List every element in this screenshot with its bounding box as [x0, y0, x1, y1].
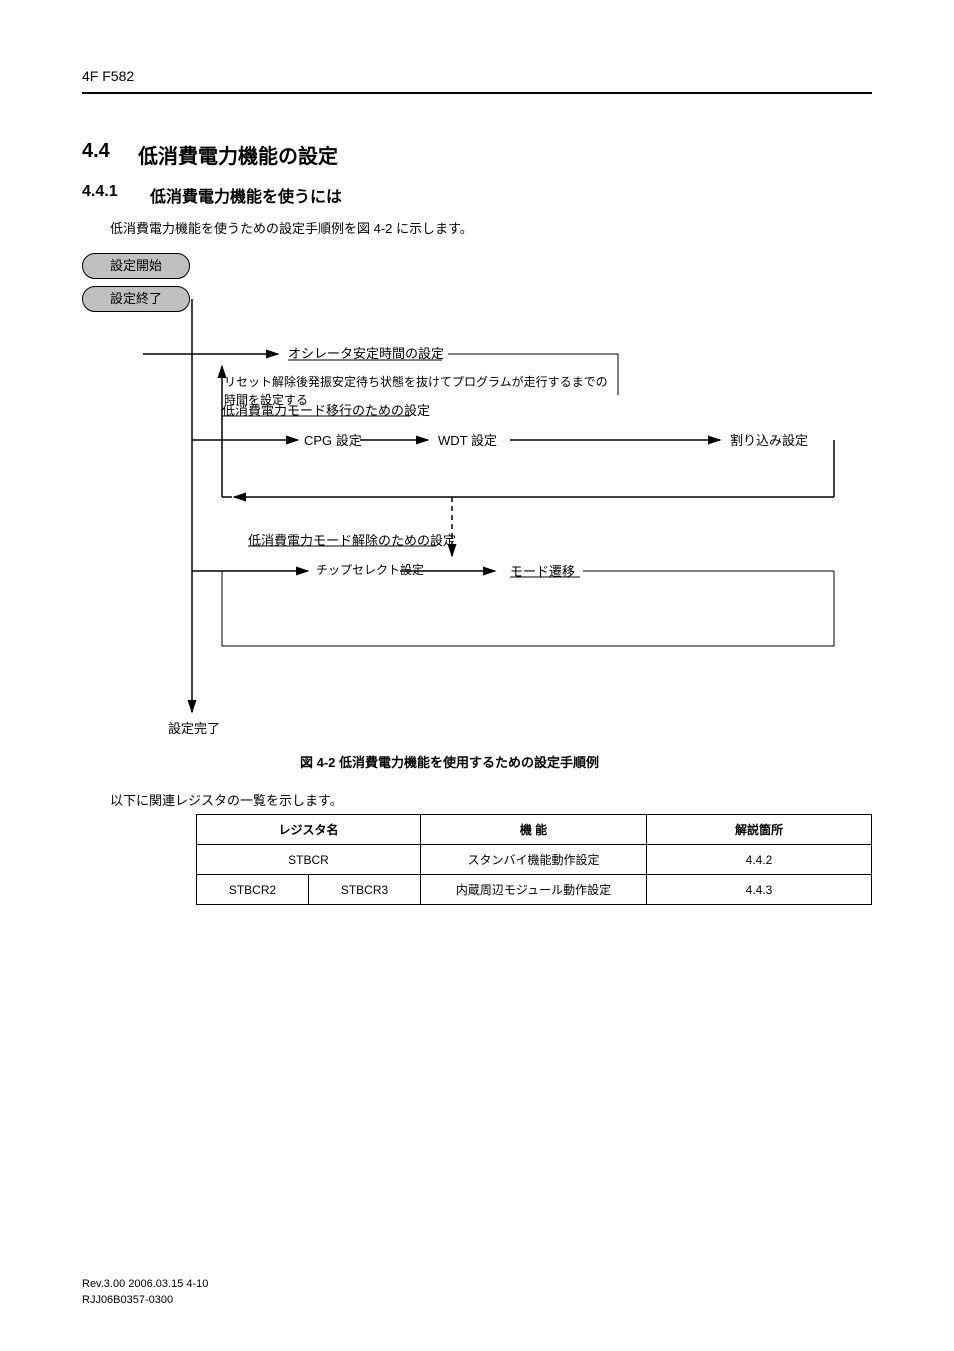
td-reg1: STBCR — [197, 845, 421, 875]
page-root: 4F F582 4.4 低消費電力機能の設定 4.4.1 低消費電力機能を使うに… — [0, 0, 954, 1351]
refs-intro: 以下に関連レジスタの一覧を示します。 — [110, 790, 343, 809]
footer-rev: Rev.3.00 2006.03.15 4-10 — [82, 1278, 208, 1290]
flow-row2-int: 割り込み設定 — [730, 430, 808, 449]
figure-caption: 図 4-2 低消費電力機能を使用するための設定手順例 — [300, 752, 599, 771]
td-ref2: 4.4.3 — [647, 875, 872, 905]
th-function: 機 能 — [421, 815, 647, 845]
footer-doc: RJJ06B0357-0300 — [82, 1294, 173, 1306]
th-ref: 解説箇所 — [647, 815, 872, 845]
td-reg2a: STBCR2 — [197, 875, 309, 905]
td-ref1: 4.4.2 — [647, 845, 872, 875]
completion-label: 設定完了 — [168, 718, 220, 737]
table-row: STBCR スタンバイ機能動作設定 4.4.2 — [197, 845, 872, 875]
table-row: レジスタ名 機 能 解説箇所 — [197, 815, 872, 845]
table-row: STBCR2 STBCR3 内蔵周辺モジュール動作設定 4.4.3 — [197, 875, 872, 905]
flow-row1-label: オシレータ安定時間の設定 — [288, 343, 444, 362]
register-table: レジスタ名 機 能 解説箇所 STBCR スタンバイ機能動作設定 4.4.2 S… — [196, 814, 872, 905]
flow-row2-cpg: CPG 設定 — [304, 430, 362, 449]
flow-row2-wdt: WDT 設定 — [438, 430, 497, 449]
flow-row3-mode: モード遷移 — [510, 561, 575, 580]
flow-row3-cs: チップセレクト設定 — [316, 561, 424, 578]
td-reg2b: STBCR3 — [309, 875, 421, 905]
flow-row2-group-label: 低消費電力モード移行のための設定 — [222, 400, 430, 419]
th-register: レジスタ名 — [197, 815, 421, 845]
td-func2: 内蔵周辺モジュール動作設定 — [421, 875, 647, 905]
td-func1: スタンバイ機能動作設定 — [421, 845, 647, 875]
flow-row3-group-label: 低消費電力モード解除のための設定 — [248, 530, 456, 549]
